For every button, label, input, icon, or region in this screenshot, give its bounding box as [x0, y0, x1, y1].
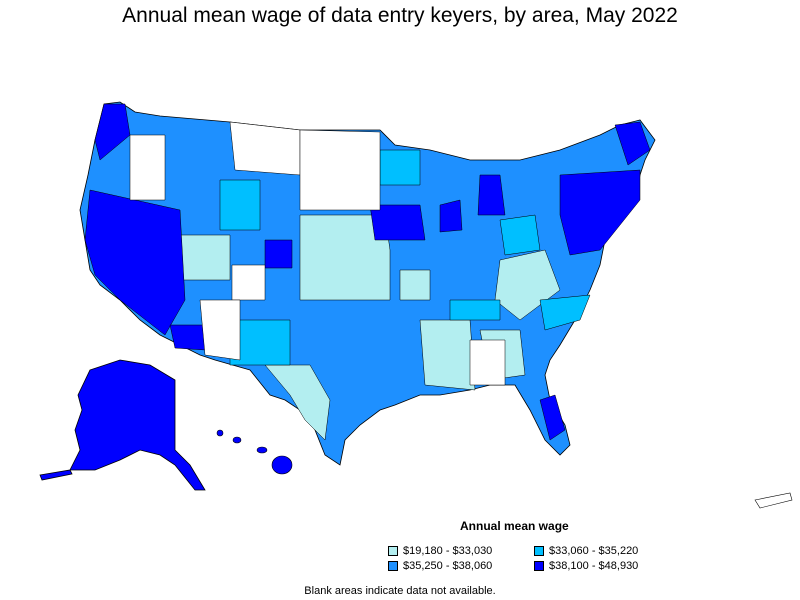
region-dakotas [299, 129, 381, 211]
hawaii-island-big [271, 455, 293, 475]
tier-4-regions [84, 103, 651, 441]
legend-swatch-tier-2 [534, 546, 544, 556]
blank-areas-note: Blank areas indicate data not available. [304, 585, 496, 597]
region-maine [614, 121, 651, 166]
puerto-rico [754, 492, 793, 509]
region-colorado-west [179, 234, 231, 281]
legend-swatch-tier-3 [388, 561, 398, 571]
legend-label-tier-1: $19,180 - $33,030 [403, 545, 493, 557]
region-northeast [559, 169, 641, 256]
region-arizona-south [169, 324, 206, 351]
region-chicago [439, 199, 463, 233]
legend-title: Annual mean wage [460, 519, 569, 533]
tier-2-regions [219, 149, 591, 366]
legend-item-tier-2: $33,060 - $35,220 [534, 545, 638, 557]
map-title: Annual mean wage of data entry keyers, b… [122, 4, 678, 27]
legend-label-tier-2: $33,060 - $35,220 [549, 545, 639, 557]
region-nm-south [199, 299, 241, 361]
legend-item-tier-3: $35,250 - $38,060 [388, 560, 492, 572]
legend-item-tier-1: $19,180 - $33,030 [388, 545, 492, 557]
alaska-shape [69, 359, 206, 491]
region-montana [229, 121, 301, 176]
legend-label-tier-4: $38,100 - $48,930 [549, 560, 639, 572]
hawaii-island-oahu [232, 436, 242, 444]
legend-swatch-tier-4 [534, 561, 544, 571]
region-north-carolina [539, 294, 591, 331]
region-alabama [469, 339, 506, 386]
hawaii [216, 429, 293, 475]
region-missouri [399, 269, 431, 301]
region-ohio-valley [499, 214, 541, 256]
region-iowa-illinois [369, 204, 426, 241]
hawaii-island-kauai [216, 429, 224, 437]
region-texas-west [264, 364, 331, 441]
no-data-regions [129, 121, 506, 386]
puerto-rico-shape [754, 492, 793, 509]
legend-item-tier-4: $38,100 - $48,930 [534, 560, 638, 572]
region-mississippi [419, 319, 476, 391]
region-colorado-front [264, 239, 293, 269]
region-washington [94, 103, 131, 161]
region-wyoming [219, 179, 261, 231]
region-tennessee [449, 299, 501, 321]
region-florida-south [539, 394, 566, 441]
aleutian-islands [39, 469, 73, 481]
legend-label-tier-3: $35,250 - $38,060 [403, 560, 493, 572]
legend-swatch-tier-1 [388, 546, 398, 556]
tier-1-regions [179, 214, 561, 441]
region-plains [299, 214, 391, 301]
region-nebraska [231, 264, 266, 301]
region-idaho [129, 134, 166, 201]
hawaii-island-maui [256, 446, 268, 454]
region-appalachia [494, 249, 561, 321]
region-california-nevada [84, 189, 186, 336]
region-minnesota [379, 149, 421, 186]
region-michigan [477, 174, 506, 216]
alaska [39, 359, 206, 491]
